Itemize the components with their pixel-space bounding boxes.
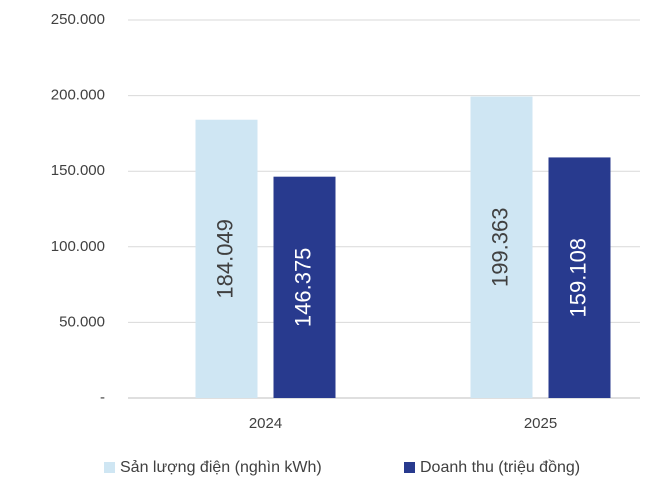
y-tick-label: 100.000 bbox=[51, 238, 105, 255]
legend-label: Sản lượng điện (nghìn kWh) bbox=[120, 459, 322, 476]
value-label: 159.108 bbox=[565, 238, 590, 318]
bar bbox=[273, 176, 336, 398]
value-label: 146.375 bbox=[290, 248, 315, 328]
y-tick-label: 50.000 bbox=[59, 313, 105, 330]
legend-swatch bbox=[104, 462, 115, 473]
legend-label: Doanh thu (triệu đồng) bbox=[420, 459, 580, 476]
value-label: 184.049 bbox=[212, 219, 237, 299]
y-tick-label: 200.000 bbox=[51, 87, 105, 104]
y-tick-label: 150.000 bbox=[51, 162, 105, 179]
bar bbox=[548, 157, 611, 398]
y-tick-label: - bbox=[100, 389, 105, 406]
bar bbox=[195, 119, 258, 399]
x-tick-label: 2024 bbox=[249, 415, 282, 432]
bar bbox=[470, 96, 533, 398]
y-tick-label: 250.000 bbox=[51, 11, 105, 28]
value-label: 199.363 bbox=[487, 208, 512, 288]
legend-swatch bbox=[404, 462, 415, 473]
x-tick-label: 2025 bbox=[524, 415, 557, 432]
